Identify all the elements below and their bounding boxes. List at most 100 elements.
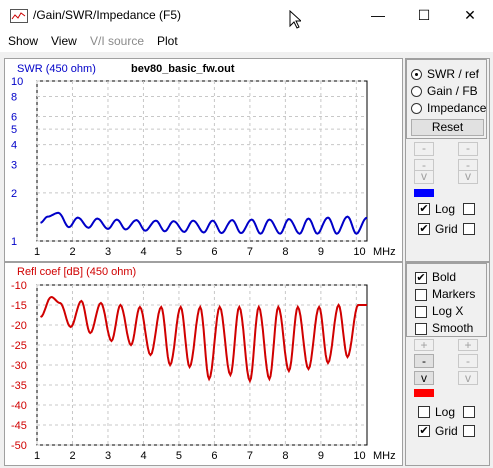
refl-x-tick-label: 1	[34, 450, 40, 462]
smooth-label: Smooth	[432, 321, 474, 335]
refl-color-swatch[interactable]	[414, 389, 434, 397]
radio-gain-label: Gain / FB	[427, 84, 478, 98]
swr-x-tick-label: 6	[211, 246, 217, 258]
log-checkbox-bottom[interactable]	[418, 406, 430, 418]
refl-y-tick-label: -35	[11, 380, 27, 392]
log-checkbox-bottom-right[interactable]	[463, 406, 475, 418]
refl-y-tick-label: -10	[11, 280, 27, 292]
refl-x-tick-label: 2	[69, 450, 75, 462]
refl-x-tick-label: 4	[140, 450, 146, 462]
bold-label: Bold	[432, 270, 457, 284]
bottom-button-1[interactable]: +	[414, 339, 434, 351]
reset-button[interactable]: Reset	[411, 119, 484, 136]
app-chart-icon[interactable]	[10, 9, 28, 23]
menu-bar: Show View V/I source Plot	[0, 31, 493, 53]
swr-x-tick-label: 10	[353, 246, 365, 258]
grid-label-top: Grid	[435, 222, 458, 236]
smooth-checkbox[interactable]	[415, 323, 427, 335]
refl-y-tick-label: -45	[11, 420, 27, 432]
swr-x-tick-label: 5	[176, 246, 182, 258]
bottom-button-2[interactable]: +	[458, 339, 478, 351]
swr-x-tick-label: 9	[318, 246, 324, 258]
swr-x-tick-label: 7	[247, 246, 253, 258]
logx-checkbox[interactable]	[415, 306, 427, 318]
top-button-2[interactable]: -	[458, 142, 478, 156]
menu-vi-source[interactable]: V/I source	[90, 34, 145, 48]
display-options-group: ✔ Bold Markers Log X Smooth	[406, 263, 487, 337]
menu-show[interactable]: Show	[8, 34, 39, 48]
radio-impedance-label: Impedance	[427, 101, 487, 115]
swr-controls-panel: SWR / ref Gain / FB Impedance Reset - - …	[405, 58, 490, 262]
close-button[interactable]: ✕	[464, 7, 476, 23]
menu-view[interactable]: View	[51, 34, 77, 48]
grid-checkbox-bottom[interactable]: ✔	[418, 425, 430, 437]
refl-x-tick-label: 8	[282, 450, 288, 462]
bottom-button-4[interactable]: -	[458, 354, 478, 368]
logx-label: Log X	[432, 304, 464, 318]
refl-y-tick-label: -50	[11, 440, 27, 452]
top-button-6[interactable]: v	[458, 170, 478, 184]
swr-ylabel: SWR (450 ohm)	[17, 63, 96, 75]
swr-plot-frame	[36, 80, 368, 242]
grid-checkbox-bottom-right[interactable]	[463, 425, 475, 437]
swr-y-tick-label: 2	[11, 188, 17, 200]
swr-y-tick-label: 4	[11, 140, 17, 152]
swr-color-swatch[interactable]	[414, 189, 434, 197]
refl-y-tick-label: -25	[11, 340, 27, 352]
radio-swr-indicator[interactable]	[411, 69, 422, 80]
mouse-cursor-icon	[289, 10, 301, 29]
refl-y-tick-label: -30	[11, 360, 27, 372]
refl-x-tick-label: 10	[353, 450, 365, 462]
bottom-button-3[interactable]: -	[414, 354, 434, 368]
refl-x-tick-label: 9	[318, 450, 324, 462]
swr-y-tick-label: 10	[11, 76, 23, 88]
grid-checkbox-top[interactable]: ✔	[418, 223, 430, 235]
top-button-1[interactable]: -	[414, 142, 434, 156]
swr-chart: 10 8 6 5 4 3 2 1 1 2 3 4 5 6 7 8 9 10 SWR (450 ohm) bev8…	[4, 58, 403, 262]
plot-type-group: SWR / ref Gain / FB Impedance Reset	[406, 59, 487, 139]
minimize-button[interactable]: —	[371, 7, 385, 23]
swr-x-tick-label: 8	[282, 246, 288, 258]
menu-plot[interactable]: Plot	[157, 34, 178, 48]
radio-impedance-indicator[interactable]	[411, 103, 422, 114]
maximize-button[interactable]: ☐	[417, 7, 431, 23]
refl-x-tick-label: 5	[176, 450, 182, 462]
swr-x-tick-label: 1	[34, 246, 40, 258]
refl-ylabel: Refl coef [dB] (450 ohm)	[17, 266, 136, 278]
swr-x-tick-label: 2	[69, 246, 75, 258]
bottom-button-6[interactable]: v	[458, 371, 478, 385]
swr-y-tick-label: 6	[11, 111, 17, 123]
refl-y-tick-label: -20	[11, 320, 27, 332]
swr-x-tick-label: 4	[140, 246, 146, 258]
grid-checkbox-top-right[interactable]	[463, 223, 475, 235]
swr-chart-title: bev80_basic_fw.out	[131, 63, 235, 75]
title-bar: /Gain/SWR/Impedance (F5) — ☐ ✕	[0, 0, 493, 31]
refl-y-tick-label: -15	[11, 300, 27, 312]
swr-series-line	[40, 211, 368, 235]
swr-y-tick-label: 3	[11, 160, 17, 172]
log-checkbox-top[interactable]: ✔	[418, 203, 430, 215]
window-title: /Gain/SWR/Impedance (F5)	[33, 8, 182, 22]
refl-x-tick-label: 6	[211, 450, 217, 462]
bottom-button-5[interactable]: v	[414, 371, 434, 385]
markers-label: Markers	[432, 287, 476, 301]
swr-y-tick-label: 5	[11, 124, 17, 136]
radio-swr-label: SWR / ref	[427, 67, 480, 81]
swr-x-tick-label: 3	[105, 246, 111, 258]
swr-x-unit: MHz	[373, 246, 396, 258]
refl-chart: -10 -15 -20 -25 -30 -35 -40 -45 -50 1 2 3 4 5 6 7 8 9 10 …	[4, 262, 403, 466]
refl-controls-panel: ✔ Bold Markers Log X Smooth + + - - v v …	[405, 262, 490, 466]
radio-gain-indicator[interactable]	[411, 86, 422, 97]
refl-series-line	[40, 295, 367, 384]
log-label-bottom: Log	[435, 405, 456, 419]
swr-y-tick-label: 1	[11, 236, 17, 248]
markers-checkbox[interactable]	[415, 289, 427, 301]
refl-chart-plot: -10-15-20-25-30-35-40-45-50 1 2 3 4 5 6 7 8 9 10 …	[11, 266, 396, 462]
refl-y-tick-label: -40	[11, 400, 27, 412]
refl-x-tick-label: 7	[247, 450, 253, 462]
swr-y-tick-label: 8	[11, 92, 17, 104]
top-button-5[interactable]: v	[414, 170, 434, 184]
bold-checkbox[interactable]: ✔	[415, 272, 427, 284]
log-checkbox-top-right[interactable]	[463, 203, 475, 215]
